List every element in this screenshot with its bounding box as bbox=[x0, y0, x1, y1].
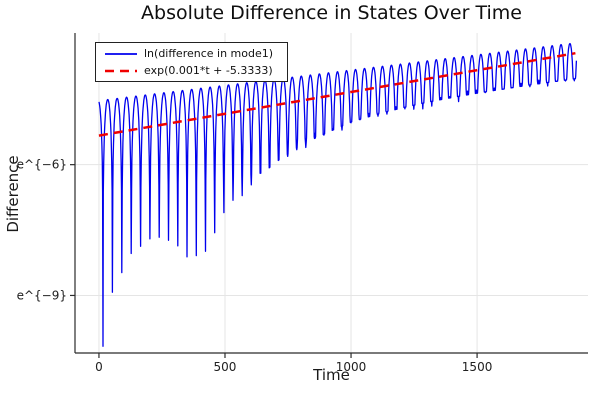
x-axis-label: Time bbox=[313, 366, 350, 384]
x-tick-label: 0 bbox=[95, 360, 103, 374]
y-axis-label: Difference bbox=[4, 155, 22, 233]
series-line-ln-difference bbox=[98, 42, 578, 347]
legend-item: exp(0.001*t + -5.3333) bbox=[104, 63, 283, 79]
legend: ln(difference in mode1) exp(0.001*t + -5… bbox=[95, 42, 288, 82]
y-tick-label: e^{−6} bbox=[17, 158, 67, 172]
legend-swatch-red-dashed-line-icon bbox=[105, 69, 137, 72]
x-tick-label: 500 bbox=[214, 360, 237, 374]
legend-label-series2: exp(0.001*t + -5.3333) bbox=[144, 64, 273, 77]
series-line-exp-fit bbox=[98, 51, 576, 137]
legend-swatch-blue-solid-line-icon bbox=[105, 52, 137, 55]
chart-title: Absolute Difference in States Over Time bbox=[141, 2, 522, 24]
legend-item: ln(difference in mode1) bbox=[104, 46, 283, 62]
x-tick-label: 1000 bbox=[336, 360, 367, 374]
x-tick-label: 1500 bbox=[462, 360, 493, 374]
legend-label-series1: ln(difference in mode1) bbox=[144, 47, 274, 60]
y-tick-label: e^{−9} bbox=[17, 288, 67, 302]
